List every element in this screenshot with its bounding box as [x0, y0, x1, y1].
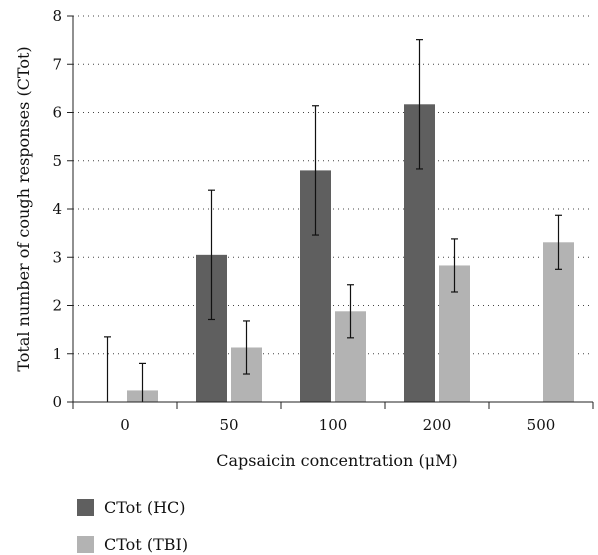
y-axis-ticks: 0 1 2 3 4 5 6 7 8 — [52, 7, 73, 411]
grid-lines — [73, 15, 593, 355]
x-tick-label: 0 — [120, 416, 130, 434]
y-tick-label: 5 — [52, 152, 62, 170]
bars — [127, 104, 574, 403]
y-tick-label: 7 — [52, 55, 62, 73]
legend: CTot (HC) CTot (TBI) — [77, 498, 188, 554]
error-bars — [104, 39, 562, 402]
y-axis-label: Total number of cough responses (CTot) — [14, 46, 33, 371]
y-tick-label: 4 — [52, 200, 62, 218]
y-tick-label: 8 — [52, 7, 62, 25]
y-tick-label: 2 — [52, 297, 62, 315]
legend-swatch — [77, 499, 94, 516]
legend-label: CTot (HC) — [104, 498, 186, 517]
x-axis-ticks: 0 50 100 200 500 — [72, 402, 594, 434]
y-tick-label: 1 — [52, 345, 62, 363]
y-tick-label: 6 — [52, 104, 62, 122]
x-tick-label: 50 — [219, 416, 238, 434]
axes — [72, 16, 593, 403]
legend-swatch — [77, 536, 94, 553]
x-tick-label: 500 — [527, 416, 556, 434]
y-tick-label: 0 — [52, 393, 62, 411]
x-tick-label: 100 — [319, 416, 348, 434]
legend-label: CTot (TBI) — [104, 535, 188, 554]
x-axis-label: Capsaicin concentration (μM) — [216, 451, 457, 470]
y-tick-label: 3 — [52, 248, 62, 266]
x-tick-label: 200 — [423, 416, 452, 434]
